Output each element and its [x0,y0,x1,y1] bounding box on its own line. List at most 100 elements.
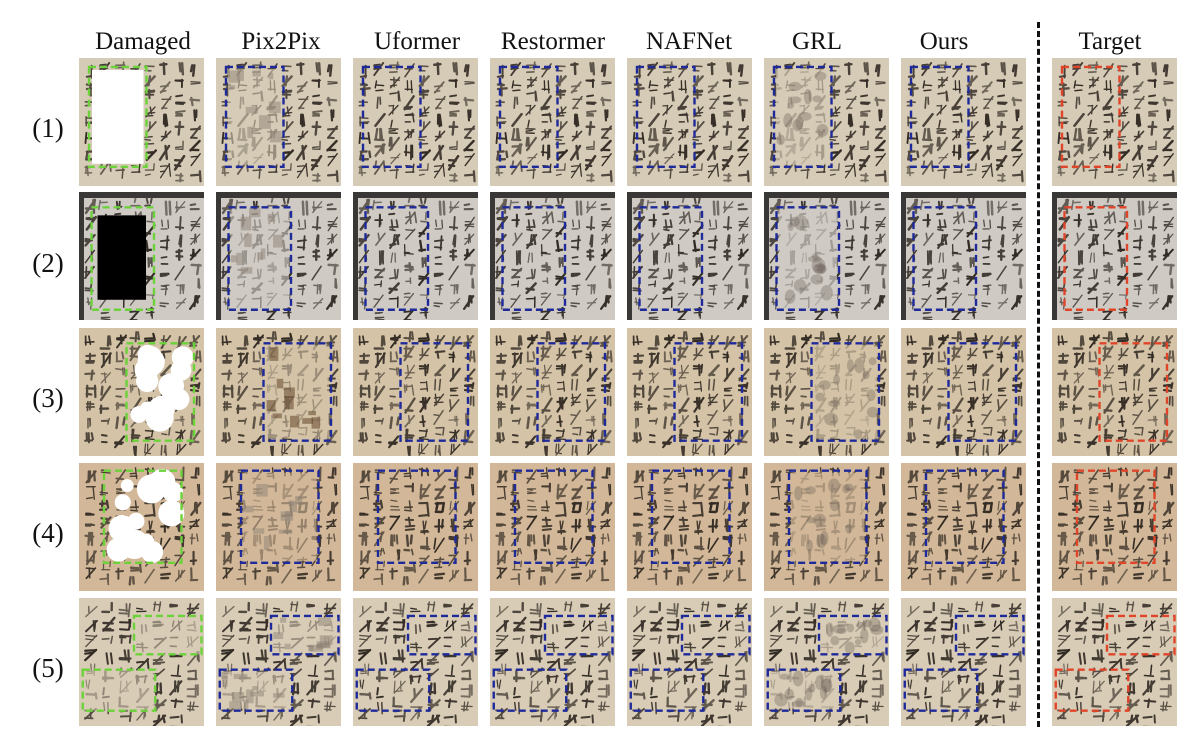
document-image [216,598,341,726]
panel-row3-restormer [490,328,615,456]
document-image [79,58,204,186]
panel-row1-target [1052,58,1177,186]
highlight-box [513,469,594,565]
highlight-box [629,668,705,712]
panel-row2-nafnet [627,192,752,320]
highlight-box [125,342,196,442]
document-image [490,192,615,320]
document-image [79,192,204,320]
highlight-box [810,342,881,442]
highlight-box [924,469,1005,565]
column-header-grl: GRL [792,28,842,55]
panel-row1-ours [901,58,1026,186]
highlight-box [1105,614,1176,656]
document-image [490,328,615,456]
document-image [216,328,341,456]
highlight-box [361,65,422,168]
document-image [216,58,341,186]
document-image [627,58,752,186]
highlight-box [399,342,470,442]
row-label-1: (1) [32,113,64,143]
panel-row5-grl [764,598,889,726]
panel-row2-pix2pix [216,192,341,320]
highlight-box [775,206,841,311]
panel-row4-nafnet [627,463,752,591]
highlight-box [81,668,157,712]
panel-row2-grl [764,192,889,320]
row-label-2: (2) [32,248,64,278]
document-image [901,598,1026,726]
document-image [627,463,752,591]
panel-row1-uformer [353,58,478,186]
column-header-restormer: Restormer [500,28,606,55]
document-image [490,598,615,726]
panel-row5-target [1052,598,1177,726]
document-image [216,192,341,320]
row-label-5: (5) [32,653,64,683]
panel-row5-ours [901,598,1026,726]
document-image [901,328,1026,456]
highlight-box [787,469,868,565]
highlight-box [1054,668,1130,712]
document-image [764,463,889,591]
highlight-box [269,614,340,656]
highlight-box [102,469,183,565]
document-image [1052,598,1177,726]
document-image [901,192,1026,320]
highlight-box [132,614,203,656]
document-image [627,328,752,456]
column-header-uformer: Uformer [373,28,461,55]
document-image [490,58,615,186]
highlight-box [218,668,294,712]
document-image [353,328,478,456]
highlight-box [498,65,559,168]
row-label-3: (3) [32,383,64,413]
document-image [764,58,889,186]
panel-row3-grl [764,328,889,456]
panel-row4-damaged [79,463,204,591]
panel-row4-grl [764,463,889,591]
highlight-box [227,206,293,311]
highlight-box [90,206,156,311]
highlight-box [536,342,607,442]
panel-row3-pix2pix [216,328,341,456]
highlight-box [1075,469,1156,565]
column-header-pix2pix: Pix2Pix [241,28,321,55]
panel-row2-ours [901,192,1026,320]
panel-row4-ours [901,463,1026,591]
highlight-box [766,668,842,712]
panel-row5-uformer [353,598,478,726]
highlight-box [224,65,285,168]
panel-row2-damaged [79,192,204,320]
column-header-target: Target [1078,28,1142,55]
document-image [1052,328,1177,456]
document-image [79,598,204,726]
document-image [1052,463,1177,591]
highlight-box [501,206,567,311]
highlight-box [673,342,744,442]
panel-row3-ours [901,328,1026,456]
highlight-box [903,668,979,712]
column-header-nafnet: NAFNet [645,28,733,55]
document-image [353,58,478,186]
document-image [79,328,204,456]
column-header-ours: Ours [919,28,969,55]
document-image [764,598,889,726]
row-label-4: (4) [32,518,64,548]
highlight-box [364,206,430,311]
highlight-box [87,65,148,168]
document-image [353,598,478,726]
document-image [216,463,341,591]
target-divider-line [1037,22,1040,727]
highlight-box [680,614,751,656]
document-image [1052,192,1177,320]
panel-row4-restormer [490,463,615,591]
panel-row3-damaged [79,328,204,456]
panel-row5-restormer [490,598,615,726]
highlight-box [912,206,978,311]
document-image [1052,58,1177,186]
panel-row5-pix2pix [216,598,341,726]
highlight-box [239,469,320,565]
panel-row5-damaged [79,598,204,726]
